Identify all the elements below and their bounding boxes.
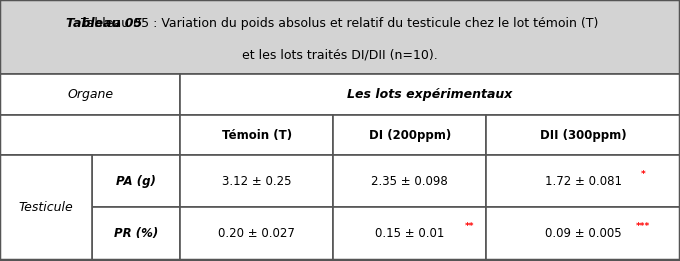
Bar: [180, 74, 680, 115]
Bar: [92, 155, 180, 207]
Bar: [0, 207, 92, 260]
Bar: [333, 207, 486, 260]
Text: ***: ***: [636, 222, 650, 231]
Text: Organe: Organe: [67, 88, 113, 101]
Bar: [0, 155, 92, 260]
Bar: [333, 155, 486, 207]
Text: 1.72 ± 0.081: 1.72 ± 0.081: [545, 175, 622, 188]
Text: Tableau 05: Tableau 05: [66, 17, 142, 30]
Bar: [0, 115, 180, 155]
Bar: [92, 207, 180, 260]
Bar: [180, 115, 333, 155]
Text: Tableau 05 : Variation du poids absolus et relatif du testicule chez le lot témo: Tableau 05 : Variation du poids absolus …: [82, 17, 598, 30]
Bar: [486, 207, 680, 260]
Text: **: **: [465, 222, 474, 231]
Text: Témoin (T): Témoin (T): [222, 129, 292, 141]
Text: DI (200ppm): DI (200ppm): [369, 129, 451, 141]
Text: 2.35 ± 0.098: 2.35 ± 0.098: [371, 175, 448, 188]
Bar: [486, 155, 680, 207]
Text: Les lots expérimentaux: Les lots expérimentaux: [347, 88, 513, 101]
Bar: [180, 207, 333, 260]
Bar: [180, 155, 333, 207]
Text: DII (300ppm): DII (300ppm): [540, 129, 626, 141]
Text: Testicule: Testicule: [18, 201, 73, 214]
Bar: [486, 115, 680, 155]
Text: et les lots traités DI/DII (n=10).: et les lots traités DI/DII (n=10).: [242, 49, 438, 62]
Text: 3.12 ± 0.25: 3.12 ± 0.25: [222, 175, 292, 188]
Text: PA (g): PA (g): [116, 175, 156, 188]
Bar: [333, 115, 486, 155]
Text: 0.15 ± 0.01: 0.15 ± 0.01: [375, 227, 445, 240]
Text: *: *: [641, 170, 645, 179]
Bar: [0, 155, 92, 207]
Text: 0.09 ± 0.005: 0.09 ± 0.005: [545, 227, 622, 240]
Text: PR (%): PR (%): [114, 227, 158, 240]
Bar: [0, 0, 680, 74]
Text: 0.20 ± 0.027: 0.20 ± 0.027: [218, 227, 295, 240]
Bar: [0, 74, 180, 115]
